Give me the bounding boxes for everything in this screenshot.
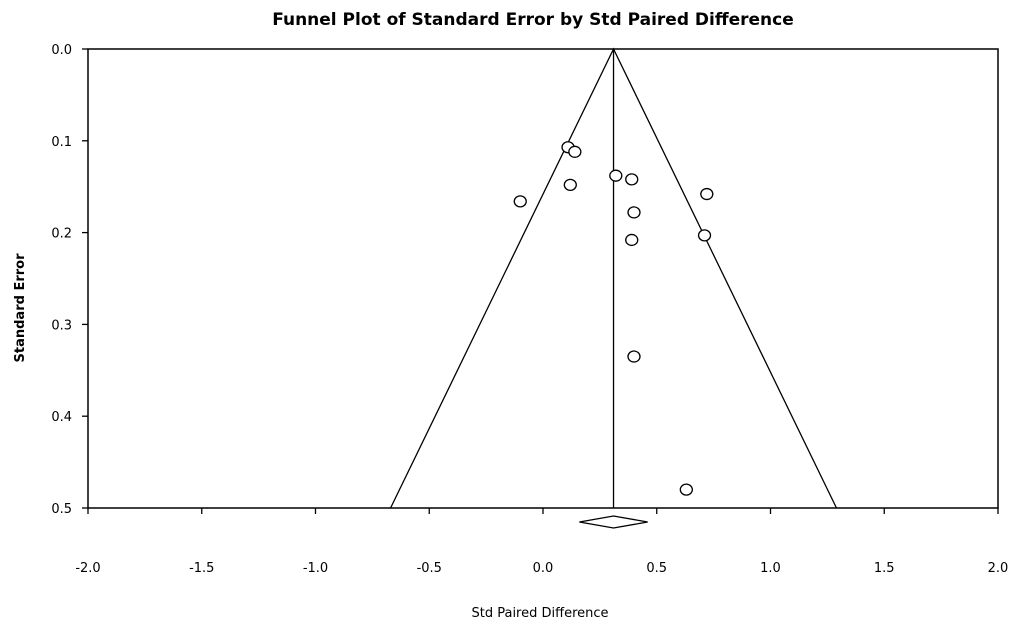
study-point xyxy=(563,178,577,192)
y-tick-label: 0.2 xyxy=(51,227,72,242)
x-axis: -2.0 -1.5 -1.0 -0.5 0.0 0.5 1.0 1.5 2.0 xyxy=(75,508,1008,576)
x-tick-label: -1.0 xyxy=(303,561,328,576)
study-point xyxy=(627,206,641,219)
y-axis-label: Standard Error xyxy=(13,253,28,363)
chart-title: Funnel Plot of Standard Error by Std Pai… xyxy=(272,10,794,30)
study-point xyxy=(625,233,639,247)
study-point xyxy=(513,195,527,208)
study-point xyxy=(627,350,641,363)
y-axis: 0.0 0.1 0.2 0.3 0.4 0.5 xyxy=(51,43,88,517)
y-tick-label: 0.3 xyxy=(51,318,72,333)
x-tick-label: 0.0 xyxy=(533,561,554,576)
study-points xyxy=(513,141,714,496)
x-tick-label: -0.5 xyxy=(417,561,442,576)
x-tick-label: -2.0 xyxy=(75,561,100,576)
y-tick-label: 0.4 xyxy=(51,410,72,425)
study-point xyxy=(568,145,582,158)
y-tick-label: 0.1 xyxy=(51,135,72,150)
study-point xyxy=(609,169,623,182)
y-tick-label: 0.0 xyxy=(51,43,72,58)
x-tick-label: 1.5 xyxy=(874,561,895,576)
x-tick-label: 1.0 xyxy=(760,561,781,576)
y-tick-label: 0.5 xyxy=(51,502,72,517)
plot-frame xyxy=(87,48,999,509)
study-point xyxy=(679,483,693,496)
study-point xyxy=(700,187,714,201)
x-tick-label: 2.0 xyxy=(988,561,1009,576)
x-tick-label: -1.5 xyxy=(189,561,214,576)
x-axis-label: Std Paired Difference xyxy=(471,606,608,621)
x-tick-label: 0.5 xyxy=(646,561,667,576)
summary-diamond xyxy=(579,515,648,529)
study-point xyxy=(697,229,712,242)
study-point xyxy=(625,173,639,186)
